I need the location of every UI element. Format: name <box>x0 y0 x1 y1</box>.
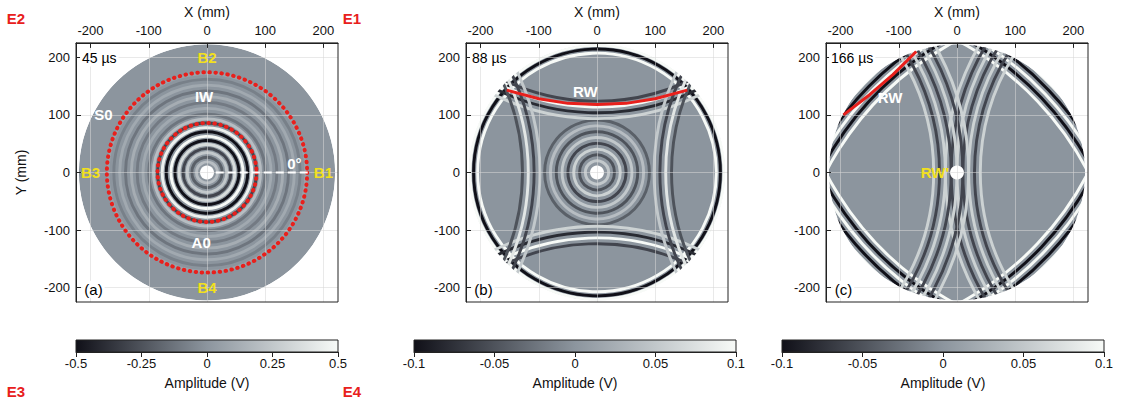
svg-text:100: 100 <box>798 107 820 122</box>
svg-text:X (mm): X (mm) <box>934 4 980 20</box>
svg-text:100: 100 <box>1004 23 1026 38</box>
svg-text:0.1: 0.1 <box>1095 356 1113 371</box>
svg-text:-0.1: -0.1 <box>403 356 425 371</box>
svg-text:0: 0 <box>203 23 210 38</box>
svg-text:100: 100 <box>438 107 460 122</box>
svg-text:0.05: 0.05 <box>643 356 668 371</box>
svg-text:-0.5: -0.5 <box>65 356 87 371</box>
svg-text:B2: B2 <box>197 49 216 66</box>
svg-text:(a): (a) <box>84 281 102 298</box>
svg-text:0: 0 <box>63 165 70 180</box>
svg-text:B3: B3 <box>81 164 100 181</box>
svg-text:(c): (c) <box>835 281 853 298</box>
svg-text:-0.05: -0.05 <box>480 356 510 371</box>
svg-text:RW': RW' <box>921 164 949 181</box>
svg-text:X (mm): X (mm) <box>574 4 620 20</box>
svg-text:-0.1: -0.1 <box>771 356 793 371</box>
svg-text:-100: -100 <box>526 23 552 38</box>
svg-text:100: 100 <box>254 23 276 38</box>
svg-text:200: 200 <box>798 50 820 65</box>
svg-text:200: 200 <box>313 23 335 38</box>
svg-text:(b): (b) <box>474 281 492 298</box>
svg-text:-100: -100 <box>886 23 912 38</box>
svg-text:-200: -200 <box>468 23 494 38</box>
svg-text:0: 0 <box>453 165 460 180</box>
svg-text:0.5: 0.5 <box>329 356 347 371</box>
svg-text:X (mm): X (mm) <box>184 4 230 20</box>
svg-text:100: 100 <box>644 23 666 38</box>
svg-text:0: 0 <box>813 165 820 180</box>
svg-text:-200: -200 <box>44 280 70 295</box>
svg-text:88 µs: 88 µs <box>472 50 507 66</box>
svg-text:A0: A0 <box>192 234 211 251</box>
svg-text:0: 0 <box>593 23 600 38</box>
svg-text:-100: -100 <box>136 23 162 38</box>
svg-text:166 µs: 166 µs <box>831 50 873 66</box>
svg-text:100: 100 <box>48 107 70 122</box>
svg-text:IW: IW <box>195 88 214 105</box>
svg-text:-200: -200 <box>78 23 104 38</box>
svg-text:0°: 0° <box>287 155 301 172</box>
svg-text:E1: E1 <box>343 10 361 27</box>
svg-text:S0: S0 <box>94 106 112 123</box>
svg-text:-200: -200 <box>434 280 460 295</box>
svg-text:-0.05: -0.05 <box>848 356 878 371</box>
svg-text:RW: RW <box>878 89 904 106</box>
svg-text:0.25: 0.25 <box>260 356 285 371</box>
svg-text:B4: B4 <box>197 279 217 296</box>
svg-text:0: 0 <box>939 356 946 371</box>
svg-text:Amplitude (V): Amplitude (V) <box>901 375 986 391</box>
svg-text:Amplitude (V): Amplitude (V) <box>165 375 250 391</box>
svg-text:200: 200 <box>703 23 725 38</box>
svg-text:0: 0 <box>953 23 960 38</box>
svg-text:200: 200 <box>48 50 70 65</box>
svg-text:Amplitude (V): Amplitude (V) <box>533 375 618 391</box>
svg-text:200: 200 <box>1063 23 1085 38</box>
svg-text:Y (mm): Y (mm) <box>13 150 29 196</box>
svg-text:-100: -100 <box>794 223 820 238</box>
svg-text:0.05: 0.05 <box>1011 356 1036 371</box>
svg-text:-100: -100 <box>434 223 460 238</box>
svg-text:0: 0 <box>571 356 578 371</box>
svg-text:RW: RW <box>573 83 599 100</box>
svg-text:200: 200 <box>438 50 460 65</box>
svg-text:0: 0 <box>203 356 210 371</box>
svg-text:-200: -200 <box>794 280 820 295</box>
svg-text:-100: -100 <box>44 223 70 238</box>
svg-text:B1: B1 <box>314 164 333 181</box>
svg-text:E4: E4 <box>343 383 362 400</box>
svg-text:45 µs: 45 µs <box>82 50 117 66</box>
svg-text:E3: E3 <box>7 383 25 400</box>
svg-text:-200: -200 <box>828 23 854 38</box>
svg-text:0.1: 0.1 <box>727 356 745 371</box>
svg-text:-0.25: -0.25 <box>127 356 157 371</box>
svg-text:E2: E2 <box>7 10 25 27</box>
